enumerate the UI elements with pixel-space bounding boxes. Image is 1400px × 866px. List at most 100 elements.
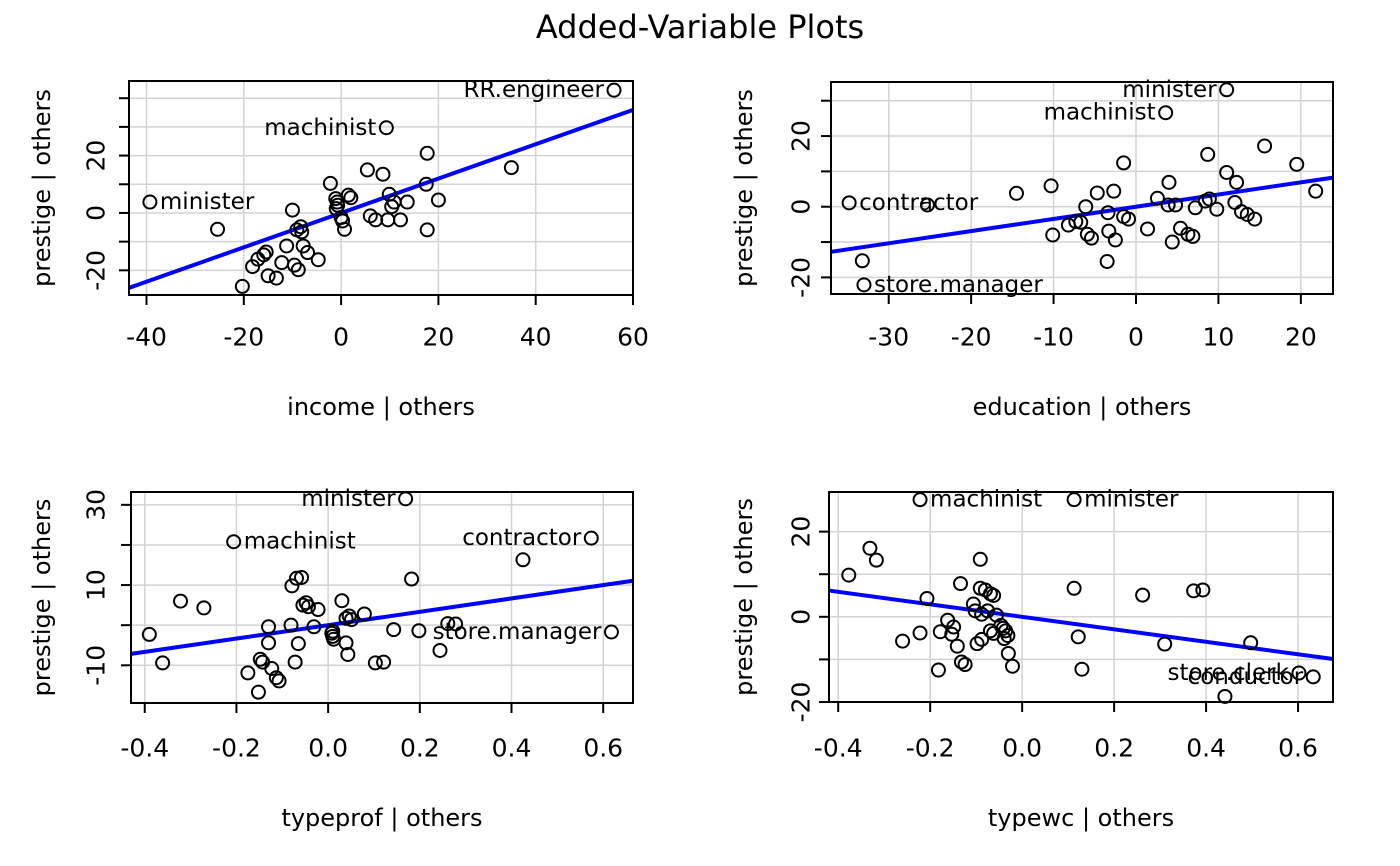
scatter-point <box>1164 234 1180 250</box>
scatter-point <box>240 665 256 681</box>
scatter-point <box>1140 221 1156 237</box>
y-tick-label: 0 <box>82 205 111 221</box>
x-tick-label: 0 <box>1128 323 1144 352</box>
x-tick-label: 0.2 <box>1094 734 1134 763</box>
scatter-point <box>340 187 356 203</box>
scatter-point <box>310 252 326 268</box>
scatter-point <box>340 646 356 662</box>
scatter-point <box>1219 82 1235 98</box>
scatter-point <box>142 194 158 210</box>
scatter-point <box>432 642 448 658</box>
scatter-point <box>440 616 456 632</box>
y-axis-title: prestige | others <box>28 499 56 697</box>
scatter-point <box>448 616 464 632</box>
scatter-point <box>399 194 415 210</box>
x-tick-label: -20 <box>951 323 992 352</box>
scatter-point <box>1106 183 1122 199</box>
scatter-point <box>210 221 226 237</box>
scatter-point <box>375 166 391 182</box>
point-label: machinist <box>264 115 376 141</box>
scatter-point <box>841 567 857 583</box>
x-tick-label: 0.0 <box>1002 734 1042 763</box>
scatter-point <box>980 603 996 619</box>
x-tick-label: 0 <box>333 323 349 352</box>
scatter-point <box>1257 138 1273 154</box>
scatter-point <box>338 635 354 651</box>
scatter-point <box>337 221 353 237</box>
scatter-point <box>384 199 400 215</box>
scatter-point <box>261 619 277 635</box>
scatter-point <box>856 277 872 293</box>
x-tick-label: 0.0 <box>308 734 348 763</box>
x-tick-label: 40 <box>520 323 552 352</box>
scatter-point <box>419 145 435 161</box>
scatter-point <box>356 606 372 622</box>
x-tick-label: 10 <box>1203 323 1235 352</box>
scatter-point <box>284 202 300 218</box>
scatter-point <box>1043 178 1059 194</box>
point-label: minister <box>301 486 396 512</box>
scatter-point <box>972 551 988 567</box>
x-axis-title: typewc | others <box>988 804 1174 832</box>
scatter-point <box>359 162 375 178</box>
x-tick-label: 20 <box>422 323 454 352</box>
y-tick-label: 10 <box>82 569 111 601</box>
y-axis-title: prestige | others <box>730 498 758 696</box>
scatter-point <box>1157 636 1173 652</box>
scatter-point <box>173 593 189 609</box>
scatter-point <box>1121 211 1137 227</box>
scatter-point <box>583 530 599 546</box>
scatter-point <box>1100 205 1116 221</box>
regression-line <box>828 588 1334 662</box>
panel-1: -40 -20 0 20 40 60 20 0 -20 minister machinist RR.e… <box>28 77 649 421</box>
scatter-point <box>328 201 344 217</box>
scatter-point <box>1078 199 1094 215</box>
scatter-point <box>1289 156 1305 172</box>
scatter-point <box>1200 146 1216 162</box>
point-label: conductor <box>1188 664 1304 690</box>
scatter-point <box>419 222 435 238</box>
x-tick-label: 0.6 <box>1278 734 1318 763</box>
scatter-point <box>268 270 284 286</box>
scatter-point <box>603 624 619 640</box>
y-tick-label: 30 <box>82 489 111 521</box>
point-label: RR.engineer <box>464 77 605 103</box>
y-tick-label: 20 <box>787 516 816 548</box>
scatter-point <box>1099 253 1115 269</box>
scatter-point <box>503 160 519 176</box>
x-axis-title: typeprof | others <box>281 804 482 832</box>
scatter-point <box>411 623 427 639</box>
scatter-point <box>306 619 322 635</box>
scatter-point <box>294 569 310 585</box>
scatter-point <box>1135 587 1151 603</box>
scatter-point <box>1066 492 1082 508</box>
scatter-point <box>264 661 280 677</box>
scatter-point <box>996 631 1012 647</box>
scatter-point <box>1045 227 1061 243</box>
scatter-point <box>404 571 420 587</box>
scatter-point <box>930 662 946 678</box>
scatter-point <box>1149 190 1165 206</box>
point-label: minister <box>160 189 255 215</box>
scatter-point <box>1291 665 1307 681</box>
y-tick-label: -10 <box>82 645 111 686</box>
y-axis-title: prestige | others <box>730 89 758 287</box>
scatter-point <box>1004 658 1020 674</box>
scatter-point <box>1000 645 1016 661</box>
point-label: contractor <box>462 525 582 551</box>
scatter-point <box>1107 232 1123 248</box>
scatter-point <box>343 190 359 206</box>
scatter-point <box>378 120 394 136</box>
scatter-point <box>1209 201 1225 217</box>
scatter-point <box>1229 174 1245 190</box>
y-tick-label: -20 <box>82 250 111 291</box>
scatter-point <box>155 655 171 671</box>
scatter-point <box>1116 155 1132 171</box>
y-tick-label: -20 <box>787 682 816 723</box>
scatter-point <box>1305 669 1321 685</box>
scatter-point <box>1195 582 1211 598</box>
point-label: store.manager <box>874 272 1043 298</box>
y-tick-label: -20 <box>787 257 816 298</box>
scatter-point <box>974 631 990 647</box>
